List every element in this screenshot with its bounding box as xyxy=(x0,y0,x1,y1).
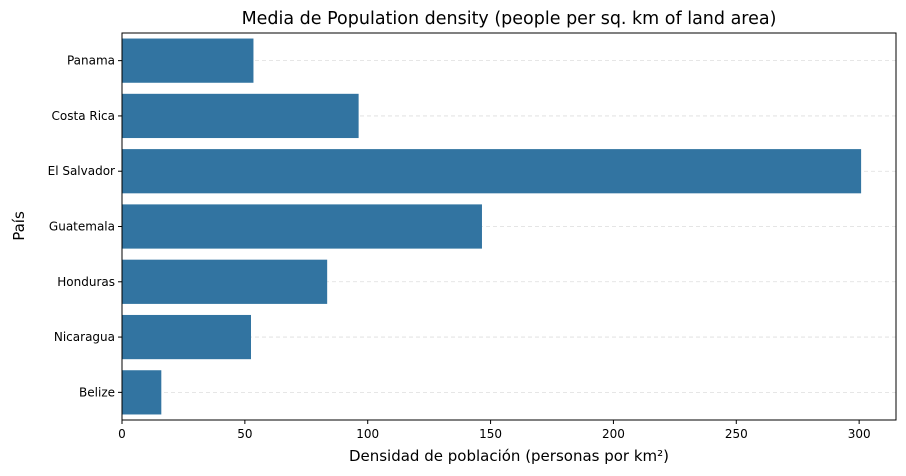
x-tick-label: 200 xyxy=(602,427,625,441)
bar xyxy=(122,93,359,139)
y-tick-label: Guatemala xyxy=(49,220,115,234)
x-axis-ticks: 0 50 100 150 200 250 300 xyxy=(118,420,871,441)
x-axis-label: Densidad de población (personas por km²) xyxy=(349,447,669,465)
x-tick-label: 150 xyxy=(479,427,502,441)
y-tick-label: Belize xyxy=(79,385,115,399)
x-tick-label: 100 xyxy=(356,427,379,441)
bar xyxy=(122,370,162,415)
bar xyxy=(122,314,251,360)
bar xyxy=(122,38,254,83)
x-tick-label: 300 xyxy=(848,427,871,441)
x-tick-label: 250 xyxy=(725,427,748,441)
y-axis-ticks: Panama Costa Rica El Salvador Guatemala Hond… xyxy=(48,54,122,399)
x-tick-label: 50 xyxy=(237,427,252,441)
x-tick-label: 0 xyxy=(118,427,126,441)
bar xyxy=(122,149,862,194)
bar xyxy=(122,204,482,249)
y-tick-label: Panama xyxy=(67,54,115,68)
y-axis-label: País xyxy=(10,211,28,241)
y-tick-label: Costa Rica xyxy=(52,109,115,123)
y-tick-label: El Salvador xyxy=(48,164,115,178)
y-tick-label: Nicaragua xyxy=(54,330,115,344)
bars xyxy=(122,38,862,415)
chart-title: Media de Population density (people per … xyxy=(242,9,777,29)
bar xyxy=(122,259,328,304)
y-tick-label: Honduras xyxy=(57,275,115,289)
